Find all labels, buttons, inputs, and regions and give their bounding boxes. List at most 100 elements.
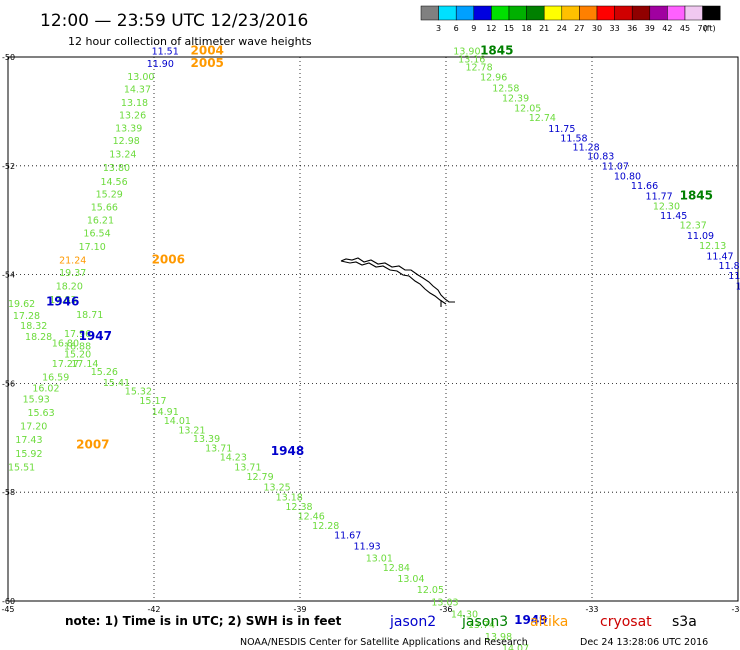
wave-height-value: 13.74 — [468, 620, 495, 631]
longitude-label: -39 — [293, 605, 306, 614]
wave-height-value: 11.45 — [660, 211, 687, 222]
wave-height-value: 14.23 — [220, 453, 247, 464]
colorbar-swatch — [702, 5, 721, 21]
wave-height-value: 10.80 — [614, 171, 641, 182]
wave-height-value: 12.37 — [680, 220, 707, 231]
map-subtitle: 12 hour collection of altimeter wave hei… — [68, 35, 312, 48]
pass-time-label: 2005 — [191, 56, 224, 70]
colorbar-swatch — [455, 5, 475, 21]
wave-height-value: 11.81 — [719, 261, 740, 272]
wave-height-value: 13.25 — [264, 483, 291, 494]
colorbar-label: 9 — [471, 24, 476, 33]
colorbar-unit: (ft) — [704, 24, 716, 33]
wave-height-value: 13.90 — [453, 46, 480, 57]
longitude-label: -33 — [585, 605, 598, 614]
colorbar-swatch — [579, 5, 598, 21]
wave-height-value: 15.20 — [64, 349, 91, 360]
latitude-label: -60 — [2, 597, 15, 606]
colorbar-swatch — [491, 5, 510, 21]
pass-time-label: 1949 — [514, 613, 547, 627]
wave-height-value: 11.47 — [706, 251, 733, 262]
wave-height-value: 13.39 — [193, 434, 220, 445]
longitude-label: -45 — [1, 605, 14, 614]
wave-height-value: 14.07 — [502, 644, 529, 650]
wave-height-value: 12.28 — [312, 521, 339, 532]
colorbar-label: 21 — [539, 24, 549, 33]
colorbar-swatch — [667, 5, 686, 21]
latitude-label: -52 — [2, 162, 15, 171]
colorbar-legend: 3 6 9 12 15 18 21 24 27 30 33 36 39 42 45 70(ft) — [420, 5, 721, 33]
footer-credit: NOAA/NESDIS Center for Satellite Applica… — [240, 637, 528, 648]
wave-height-value: 18.71 — [76, 310, 103, 321]
colorbar-swatch — [649, 5, 668, 21]
wave-height-value: 15.29 — [96, 189, 123, 200]
wave-height-value: 16.88 — [64, 342, 91, 353]
colorbar-swatch — [438, 5, 457, 21]
wave-height-value: 13.04 — [397, 574, 424, 585]
wave-height-value: 13.98 — [485, 632, 512, 643]
wave-height-value: 15.63 — [27, 408, 54, 419]
longitude-labels: -45 -42 -39 -36 -33 -30 — [1, 605, 740, 614]
latitude-label: -54 — [2, 271, 15, 280]
wave-height-value: 17.27 — [52, 359, 79, 370]
colorbar-label: 39 — [645, 24, 655, 33]
colorbar-swatch — [420, 5, 439, 21]
satellite-legend-s3a: s3a — [672, 614, 697, 630]
colorbar-swatch — [631, 5, 651, 21]
wave-height-value: 14.37 — [124, 84, 151, 95]
pass-time-label: 1845 — [680, 189, 713, 203]
wave-height-value: 11.67 — [334, 530, 361, 541]
wave-height-value: 14.01 — [164, 416, 191, 427]
wave-height-value: 17.83 — [49, 295, 76, 306]
lat-lon-grid — [8, 57, 738, 601]
wave-height-value: 13.16 — [458, 54, 485, 65]
wave-height-value: 11.07 — [602, 162, 629, 173]
colorbar-label: 24 — [557, 24, 567, 33]
wave-height-value: 13.18 — [276, 492, 303, 503]
colorbar-label: 15 — [504, 24, 514, 33]
wave-height-value: 18.20 — [56, 281, 83, 292]
wave-height-value: 12.46 — [298, 511, 325, 522]
wave-height-value: 15.51 — [8, 462, 35, 473]
longitude-label: -36 — [439, 605, 452, 614]
wave-height-value: 11.80 — [736, 281, 740, 292]
colorbar-swatch — [596, 5, 615, 21]
wave-height-value: 12.58 — [492, 83, 519, 94]
wave-height-value: 17.96 — [64, 329, 91, 340]
colorbar-swatch — [684, 5, 703, 21]
wave-height-value: 12.98 — [113, 136, 140, 147]
wave-height-value: 11.66 — [631, 181, 658, 192]
colorbar-label: 36 — [627, 24, 637, 33]
colorbar-swatch — [614, 5, 633, 21]
wave-height-value: 12.74 — [529, 113, 556, 124]
wave-height-value: 11.51 — [152, 46, 179, 57]
wave-height-value: 14.56 — [100, 177, 127, 188]
wave-height-value: 12.05 — [417, 585, 444, 596]
wave-height-value: 12.96 — [480, 72, 507, 83]
pass-time-label: 1947 — [79, 329, 112, 343]
wave-height-value: 15.32 — [125, 386, 152, 397]
plot-frame — [7, 56, 739, 602]
colorbar-swatch — [561, 5, 580, 21]
wave-height-value: 11.09 — [687, 231, 714, 242]
wave-height-value: 11.93 — [354, 541, 381, 552]
wave-height-value: 12.05 — [514, 103, 541, 114]
wave-height-value: 13.03 — [431, 597, 458, 608]
wave-height-value: 16.59 — [42, 373, 69, 384]
pass-time-label: 2006 — [152, 253, 185, 267]
wave-height-value: 16.54 — [83, 229, 110, 240]
colorbar-label: 18 — [522, 24, 532, 33]
wave-height-value: 17.20 — [20, 422, 47, 433]
wave-height-value: 16.80 — [52, 338, 79, 349]
wave-height-value: 15.17 — [139, 396, 166, 407]
satellite-legend-cryosat: cryosat — [600, 614, 652, 630]
wave-height-value: 14.91 — [152, 407, 179, 418]
wave-height-value: 16.21 — [87, 215, 114, 226]
latitude-label: -58 — [2, 488, 15, 497]
longitude-label: -30 — [731, 605, 740, 614]
wave-height-value: 17.43 — [15, 435, 42, 446]
wave-height-value: 17.14 — [71, 359, 98, 370]
footer-timestamp: Dec 24 13:28:06 UTC 2016 — [580, 637, 708, 648]
